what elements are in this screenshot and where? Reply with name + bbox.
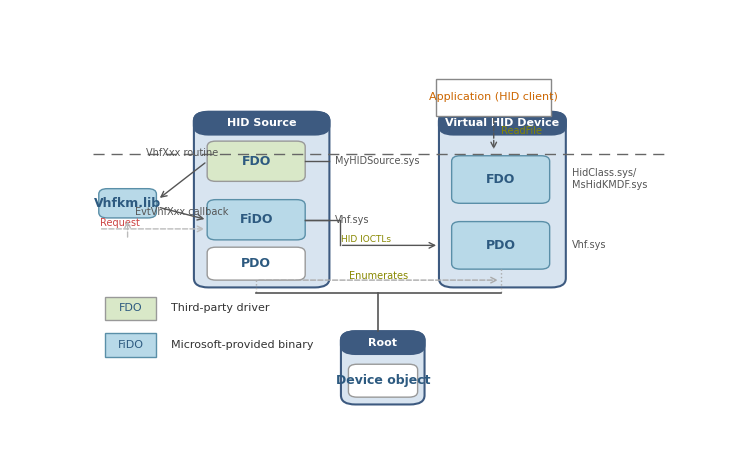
Text: HID Source: HID Source	[227, 118, 296, 128]
Text: EvtVhfXxx callback: EvtVhfXxx callback	[135, 207, 228, 217]
Text: Microsoft-provided binary: Microsoft-provided binary	[171, 340, 313, 350]
FancyBboxPatch shape	[439, 112, 566, 287]
Text: FiDO: FiDO	[118, 340, 144, 350]
Text: FiDO: FiDO	[240, 213, 273, 226]
Text: Device object: Device object	[336, 374, 430, 387]
Text: Enumerates: Enumerates	[349, 271, 408, 281]
Text: FDO: FDO	[242, 155, 271, 168]
Text: FDO: FDO	[118, 304, 142, 314]
Text: Virtual HID Device: Virtual HID Device	[446, 118, 559, 128]
Bar	[436, 79, 551, 115]
Text: ReadFile: ReadFile	[501, 126, 542, 136]
FancyBboxPatch shape	[341, 332, 425, 354]
Text: Request: Request	[100, 218, 140, 228]
Bar	[104, 333, 156, 357]
Text: MsHidKMDF.sys: MsHidKMDF.sys	[571, 180, 647, 190]
Text: FDO: FDO	[486, 173, 516, 186]
FancyBboxPatch shape	[452, 221, 550, 269]
FancyBboxPatch shape	[439, 112, 566, 134]
Text: HID IOCTLs: HID IOCTLs	[341, 236, 391, 244]
FancyBboxPatch shape	[452, 156, 550, 203]
FancyBboxPatch shape	[194, 112, 330, 287]
Text: PDO: PDO	[486, 239, 516, 252]
Text: MyHIDSource.sys: MyHIDSource.sys	[336, 156, 420, 166]
FancyBboxPatch shape	[348, 364, 417, 397]
FancyBboxPatch shape	[99, 189, 156, 218]
FancyBboxPatch shape	[207, 200, 305, 240]
Text: Application (HID client): Application (HID client)	[429, 92, 558, 102]
FancyBboxPatch shape	[194, 112, 330, 134]
FancyBboxPatch shape	[207, 247, 305, 280]
Text: VhfXxx routine: VhfXxx routine	[146, 148, 218, 158]
FancyBboxPatch shape	[341, 332, 425, 405]
Text: HidClass.sys/: HidClass.sys/	[571, 168, 636, 178]
Text: Vhf.sys: Vhf.sys	[336, 215, 370, 225]
Text: Vhfkm.lib: Vhfkm.lib	[94, 197, 161, 210]
Text: Third-party driver: Third-party driver	[171, 303, 269, 314]
Text: PDO: PDO	[241, 257, 271, 270]
Text: Root: Root	[368, 338, 397, 348]
FancyBboxPatch shape	[207, 141, 305, 181]
Text: Vhf.sys: Vhf.sys	[571, 240, 606, 250]
Bar	[104, 296, 156, 320]
